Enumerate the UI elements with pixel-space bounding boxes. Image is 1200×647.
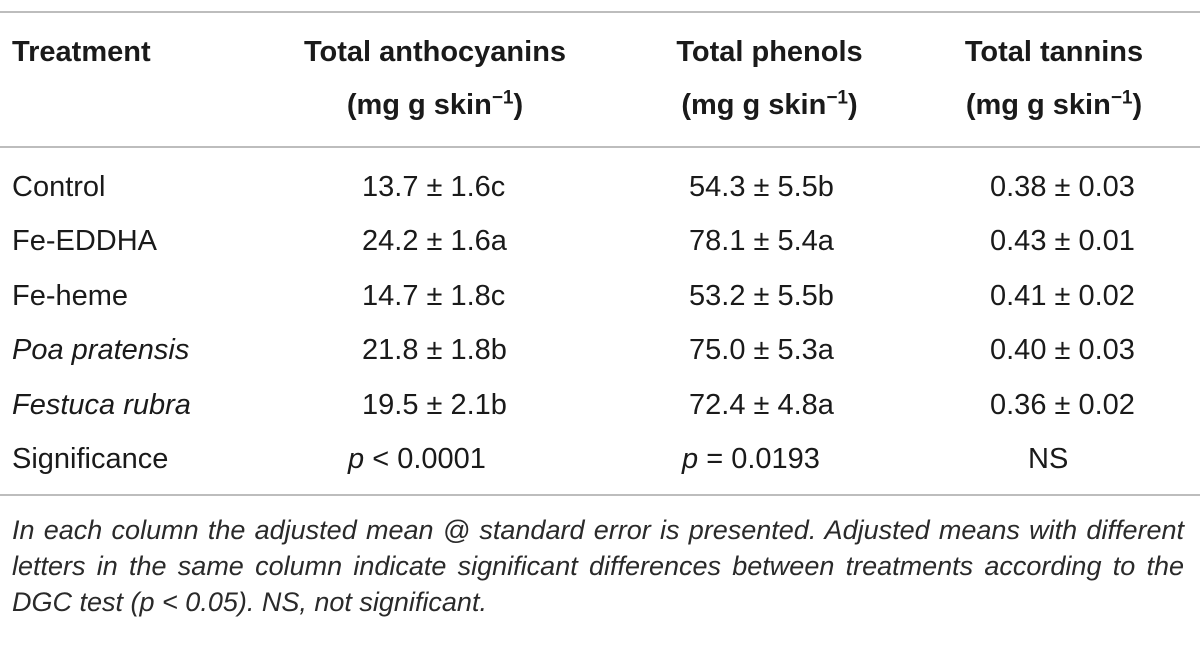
unit-sup: −1 [491, 87, 514, 109]
row-fe-eddha-treatment: Fe-EDDHA [12, 225, 158, 257]
bottom-rule [0, 494, 1200, 496]
row-fe-eddha-tannins: 0.43 ± 0.01 [990, 225, 1135, 257]
header-tannins-unit: (mg g skin−1) [930, 88, 1178, 122]
row-significance-anthocyanins: p < 0.0001 [348, 442, 486, 476]
row-fe-eddha-phenols: 78.1 ± 5.4a [689, 225, 834, 257]
row-control-anthocyanins: 13.7 ± 1.6c [362, 171, 506, 203]
row-fe-heme-anthocyanins: 14.7 ± 1.8c [362, 280, 506, 312]
row-control-tannins: 0.38 ± 0.03 [990, 171, 1135, 203]
header-tannins: Total tannins [964, 36, 1144, 68]
header-phenols: Total phenols [676, 36, 863, 68]
unit-close: ) [513, 89, 524, 121]
row-control-treatment: Control [12, 171, 106, 203]
row-significance-phenols: p = 0.0193 [682, 442, 820, 476]
header-phenols-unit: (mg g skin−1) [637, 88, 902, 122]
row-fe-heme-tannins: 0.41 ± 0.02 [990, 280, 1135, 312]
row-poa-pratensis-anthocyanins: 21.8 ± 1.8b [362, 334, 507, 366]
row-festuca-rubra-phenols: 72.4 ± 4.8a [689, 389, 834, 421]
unit-text: (mg g skin [681, 89, 827, 121]
row-fe-heme-phenols: 53.2 ± 5.5b [689, 280, 834, 312]
row-control-phenols: 54.3 ± 5.5b [689, 171, 834, 203]
row-festuca-rubra-anthocyanins: 19.5 ± 2.1b [362, 389, 507, 421]
header-rule [0, 146, 1200, 148]
unit-text: (mg g skin [346, 89, 492, 121]
row-festuca-rubra-treatment: Festuca rubra [12, 389, 191, 421]
header-anthocyanins: Total anthocyanins [303, 36, 567, 68]
header-treatment: Treatment [12, 36, 151, 68]
p-symbol: p [682, 443, 699, 475]
unit-text: (mg g skin [965, 89, 1111, 121]
row-poa-pratensis-tannins: 0.40 ± 0.03 [990, 334, 1135, 366]
unit-close: ) [848, 89, 858, 121]
row-significance-label: Significance [12, 443, 169, 475]
unit-close: ) [1132, 89, 1143, 121]
row-fe-heme-treatment: Fe-heme [12, 280, 129, 312]
p-value: < 0.0001 [364, 443, 486, 475]
p-value: = 0.0193 [698, 443, 820, 475]
p-symbol: p [348, 443, 365, 475]
row-fe-eddha-anthocyanins: 24.2 ± 1.6a [362, 225, 507, 257]
unit-sup: −1 [826, 87, 848, 109]
top-rule [0, 11, 1200, 13]
row-festuca-rubra-tannins: 0.36 ± 0.02 [990, 389, 1135, 421]
header-anthocyanins-unit: (mg g skin−1) [287, 88, 583, 122]
row-poa-pratensis-phenols: 75.0 ± 5.3a [689, 334, 834, 366]
table-footnote: In each column the adjusted mean @ stand… [12, 515, 1184, 617]
unit-sup: −1 [1110, 87, 1133, 109]
row-poa-pratensis-treatment: Poa pratensis [12, 334, 190, 366]
row-significance-tannins: NS [1028, 443, 1069, 475]
